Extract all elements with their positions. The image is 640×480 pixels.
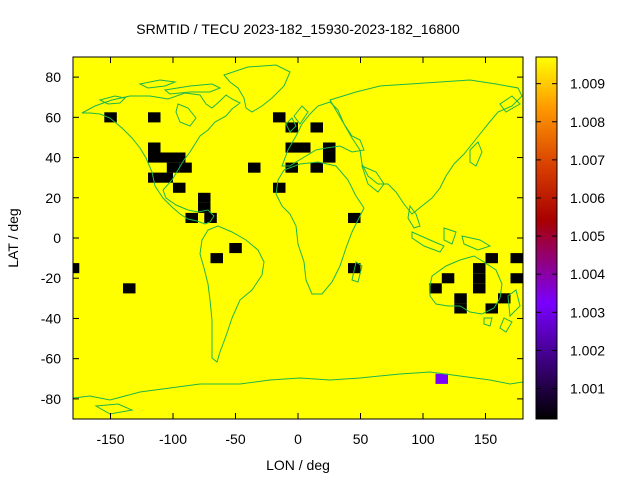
x-tick-label: -50 <box>225 431 245 447</box>
heatmap-cell <box>179 162 192 173</box>
heatmap-cell <box>429 283 442 294</box>
y-tick-label: -40 <box>41 310 61 326</box>
heatmap-cell <box>160 152 173 163</box>
heatmap-cell <box>204 212 217 223</box>
y-axis: -80 -60 -40 -20 0 20 40 60 80 <box>41 69 523 407</box>
heatmap-cell <box>348 212 361 223</box>
colorbar-tick-label: 1.003 <box>570 304 605 320</box>
heatmap-cell <box>473 283 486 294</box>
colorbar <box>535 56 558 420</box>
y-tick-label: 40 <box>45 150 61 166</box>
colorbar-tick-label: 1.008 <box>570 114 605 130</box>
heatmap-cell <box>485 253 498 264</box>
heatmap-cell <box>323 152 336 163</box>
heatmap-cell <box>285 162 298 173</box>
x-tick-label: 0 <box>294 431 302 447</box>
y-tick-label: 60 <box>45 109 61 125</box>
heatmap-cell <box>148 112 161 123</box>
colorbar-tick-label: 1.001 <box>570 381 605 397</box>
heatmap-cell <box>198 192 211 203</box>
x-tick-label: 100 <box>411 431 435 447</box>
heatmap-cell <box>210 253 223 264</box>
y-tick-label: 20 <box>45 190 61 206</box>
heatmap-cell <box>73 263 80 274</box>
heatmap-cell <box>123 283 136 294</box>
heatmap-cell <box>473 273 486 284</box>
colorbar-tick-label: 1.005 <box>570 228 605 244</box>
heatmap-cell <box>473 263 486 274</box>
heatmap-cell <box>310 122 323 133</box>
chart-title: SRMTID / TECU 2023-182_15930-2023-182_16… <box>136 21 460 37</box>
x-tick-label: -100 <box>159 431 187 447</box>
heatmap-cell <box>229 243 242 254</box>
heatmap-cell <box>104 112 117 123</box>
heatmap-cell <box>454 293 467 304</box>
heatmap-cell <box>166 162 180 173</box>
x-axis: -150 -100 -50 0 50 100 150 <box>96 57 497 447</box>
y-tick-label: 0 <box>53 230 61 246</box>
heatmap-cell <box>273 112 286 123</box>
y-axis-label: LAT / deg <box>5 208 21 267</box>
heatmap-cell <box>485 303 498 314</box>
heatmap-cell <box>510 253 523 264</box>
heatmap-cell <box>185 212 198 223</box>
x-tick-label: 50 <box>353 431 369 447</box>
heatmap-cell <box>148 142 161 153</box>
x-tick-label: 150 <box>474 431 498 447</box>
y-tick-label: -60 <box>41 351 61 367</box>
heatmap-cell <box>441 273 455 284</box>
heatmap-cell <box>498 293 511 304</box>
colorbar-ticks: 1.001 1.002 1.003 1.004 1.005 1.006 1.007 1.008… <box>536 76 605 397</box>
y-tick-label: -20 <box>41 270 61 286</box>
y-tick-label: 80 <box>45 69 61 85</box>
heatmap-cell <box>148 152 161 163</box>
heatmap-cell <box>435 373 448 384</box>
x-tick-label: -150 <box>96 431 124 447</box>
heatmap-cell <box>148 172 161 183</box>
heatmap-cell <box>285 122 298 133</box>
y-tick-label: -80 <box>41 391 61 407</box>
x-axis-label: LON / deg <box>266 457 330 473</box>
coastline-outlines <box>73 64 523 419</box>
colorbar-tick-label: 1.002 <box>570 342 605 358</box>
colorbar-tick-label: 1.006 <box>570 190 605 206</box>
heatmap-cell <box>173 152 186 163</box>
heatmap-cell <box>160 172 173 183</box>
colorbar-tick-label: 1.009 <box>570 76 605 92</box>
heatmap-cell <box>198 202 211 213</box>
heatmap-cell <box>510 273 523 284</box>
heatmap-cell <box>454 303 467 314</box>
heatmap-cell <box>248 162 261 173</box>
heatmap-cell <box>173 182 186 193</box>
heatmap-cell <box>298 142 311 153</box>
colorbar-tick-label: 1.004 <box>570 266 605 282</box>
heatmap-cell <box>310 162 323 173</box>
heatmap-cell <box>285 142 298 153</box>
colorbar-tick-label: 1.007 <box>570 152 605 168</box>
heatmap-cell <box>273 182 286 193</box>
